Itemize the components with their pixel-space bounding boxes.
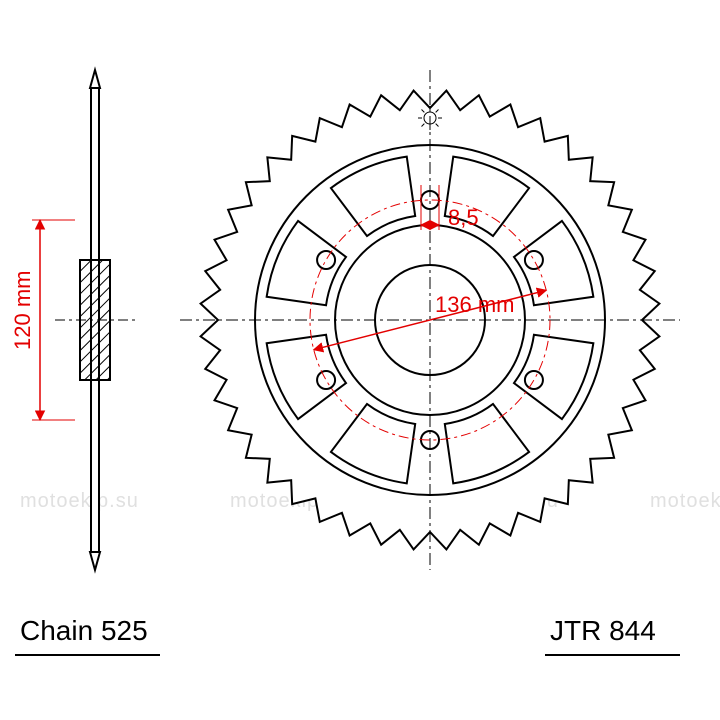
dim-height: 120 mm <box>10 271 35 350</box>
dim-bolt-hole: 8,5 <box>448 205 479 230</box>
technical-drawing: motoekip.su motoekip.su motoekip.su moto… <box>0 0 720 720</box>
dim-bolt-circle: 136 mm <box>435 292 514 317</box>
drawing-svg: 136 mm 8,5 120 mm <box>0 0 720 720</box>
part-number-label: JTR 844 <box>550 615 656 647</box>
chain-label: Chain 525 <box>20 615 148 647</box>
